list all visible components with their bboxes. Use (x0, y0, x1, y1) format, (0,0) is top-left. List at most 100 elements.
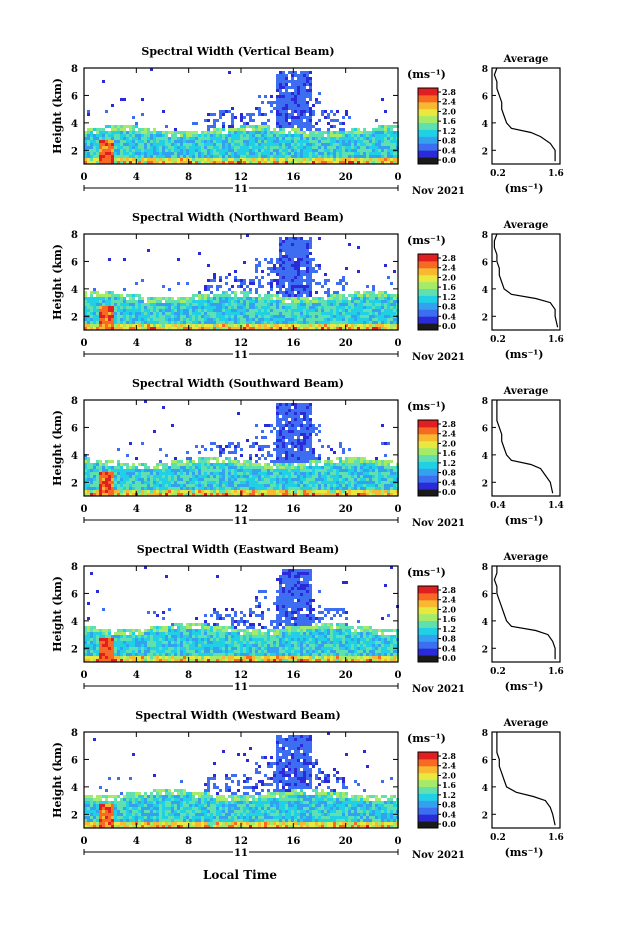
heatmap-cell (228, 493, 231, 496)
heatmap-cell (84, 140, 87, 143)
heatmap-cell (288, 297, 291, 300)
heatmap-cell (237, 300, 240, 303)
heatmap-cell (315, 481, 318, 484)
heatmap-cell (180, 315, 183, 318)
heatmap-cell (297, 77, 300, 80)
heatmap-cell (282, 439, 285, 442)
average-x-tick-label: 0.2 (490, 169, 506, 179)
heatmap-cell (123, 258, 126, 261)
heatmap-cell (327, 161, 330, 164)
heatmap-cell (84, 659, 87, 662)
heatmap-cell (378, 140, 381, 143)
heatmap-cell (126, 324, 129, 327)
heatmap-cell (189, 487, 192, 490)
heatmap-cell (390, 140, 393, 143)
heatmap-cell (258, 261, 261, 264)
heatmap-cell (240, 309, 243, 312)
heatmap-cell (177, 309, 180, 312)
heatmap-cell (108, 143, 111, 146)
heatmap-cell (231, 125, 234, 128)
heatmap-cell (288, 122, 291, 125)
heatmap-cell (348, 303, 351, 306)
heatmap-cell (156, 318, 159, 321)
heatmap-cell (84, 635, 87, 638)
heatmap-cell (222, 306, 225, 309)
heatmap-cell (252, 155, 255, 158)
heatmap-cell (195, 303, 198, 306)
heatmap-cell (303, 312, 306, 315)
heatmap-cell (282, 273, 285, 276)
heatmap-cell (300, 74, 303, 77)
heatmap-cell (372, 460, 375, 463)
heatmap-cell (180, 490, 183, 493)
heatmap-cell (105, 306, 108, 309)
heatmap-cell (291, 122, 294, 125)
heatmap-cell (150, 137, 153, 140)
heatmap-cell (336, 306, 339, 309)
heatmap-cell (105, 300, 108, 303)
heatmap-cell (258, 137, 261, 140)
heatmap-cell (213, 466, 216, 469)
heatmap-cell (336, 294, 339, 297)
heatmap-cell (264, 158, 267, 161)
heatmap-cell (210, 152, 213, 155)
heatmap-cell (183, 318, 186, 321)
heatmap-cell (204, 478, 207, 481)
heatmap-cell (345, 321, 348, 324)
heatmap-cell (264, 481, 267, 484)
heatmap-cell (378, 128, 381, 131)
heatmap-cell (261, 297, 264, 300)
heatmap-cell (108, 155, 111, 158)
heatmap-cell (120, 297, 123, 300)
heatmap-cell (390, 149, 393, 152)
heatmap-cell (318, 466, 321, 469)
heatmap-cell (387, 146, 390, 149)
heatmap-cell (165, 306, 168, 309)
heatmap-cell (129, 327, 132, 330)
heatmap-cell (246, 300, 249, 303)
heatmap-cell (279, 291, 282, 294)
heatmap-cell (378, 321, 381, 324)
heatmap-cell (291, 318, 294, 321)
heatmap-cell (111, 125, 114, 128)
heatmap-cell (291, 95, 294, 98)
heatmap-cell (246, 472, 249, 475)
heatmap-cell (180, 297, 183, 300)
heatmap-cell (255, 324, 258, 327)
heatmap-cell (363, 158, 366, 161)
heatmap-cell (243, 137, 246, 140)
heatmap-cell (201, 152, 204, 155)
heatmap-cell (312, 312, 315, 315)
heatmap-cell (285, 92, 288, 95)
heatmap-cell (363, 134, 366, 137)
heatmap-cell (357, 321, 360, 324)
heatmap-cell (357, 315, 360, 318)
heatmap-cell (369, 149, 372, 152)
heatmap-cell (156, 493, 159, 496)
heatmap-cell (204, 463, 207, 466)
heatmap-cell (189, 327, 192, 330)
heatmap-cell (363, 472, 366, 475)
heatmap-cell (384, 137, 387, 140)
heatmap-cell (372, 294, 375, 297)
heatmap-cell (201, 327, 204, 330)
heatmap-cell (177, 318, 180, 321)
heatmap-cell (342, 493, 345, 496)
heatmap-cell (228, 149, 231, 152)
heatmap-cell (138, 143, 141, 146)
heatmap-cell (264, 143, 267, 146)
heatmap-cell (390, 297, 393, 300)
heatmap-cell (279, 143, 282, 146)
y-tick-label: 6 (71, 423, 78, 434)
heatmap-cell (393, 484, 396, 487)
heatmap-cell (279, 288, 282, 291)
heatmap-cell (300, 104, 303, 107)
heatmap-cell (300, 412, 303, 415)
heatmap-cell (99, 493, 102, 496)
heatmap-cell (141, 478, 144, 481)
heatmap-cell (240, 303, 243, 306)
heatmap-cell (165, 469, 168, 472)
heatmap-cell (381, 312, 384, 315)
heatmap-cell (267, 137, 270, 140)
heatmap-cell (114, 324, 117, 327)
